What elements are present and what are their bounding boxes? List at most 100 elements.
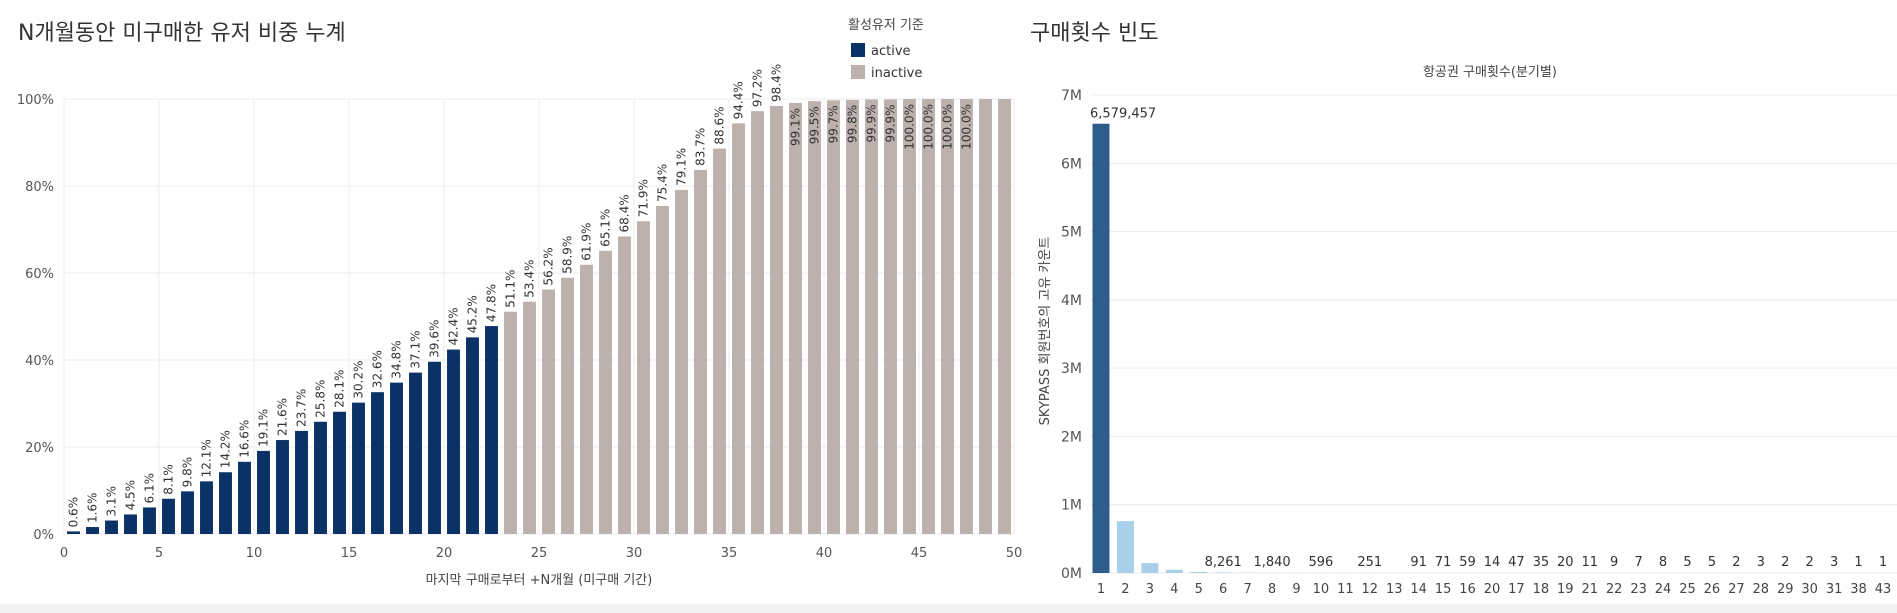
bar-month-20[interactable] xyxy=(428,361,441,534)
right-data-label: 8 xyxy=(1659,555,1667,570)
bar-month-2[interactable] xyxy=(86,527,99,534)
left-x-tick-label: 10 xyxy=(246,546,263,561)
bar-month-49[interactable] xyxy=(979,99,992,534)
data-label-month-4: 4.5% xyxy=(124,480,138,511)
bar-month-25[interactable] xyxy=(523,301,536,534)
right-gridlines xyxy=(1090,94,1897,574)
bar-month-39[interactable] xyxy=(789,102,802,534)
bottom-scroll-strip xyxy=(0,604,1897,613)
bar-month-45[interactable] xyxy=(903,99,916,534)
left-bars xyxy=(67,99,1011,535)
data-label-month-20: 39.6% xyxy=(428,320,442,358)
bar-month-5[interactable] xyxy=(143,507,156,534)
bar-month-17[interactable] xyxy=(371,392,384,534)
left-y-tick-label: 20% xyxy=(25,441,54,456)
right-x-tick-label: 30 xyxy=(1801,582,1818,597)
left-x-tick-label: 5 xyxy=(155,546,163,561)
data-label-month-21: 42.4% xyxy=(447,307,461,345)
bar-month-3[interactable] xyxy=(105,520,118,534)
bar-month-1[interactable] xyxy=(67,531,80,534)
bar-month-33[interactable] xyxy=(675,189,688,535)
bar-month-46[interactable] xyxy=(922,99,935,534)
bar-month-34[interactable] xyxy=(694,169,707,534)
bar-month-4[interactable] xyxy=(124,514,137,534)
bar-month-18[interactable] xyxy=(390,382,403,534)
bar-month-23[interactable] xyxy=(485,326,498,534)
bar-month-9[interactable] xyxy=(219,472,232,534)
bar-month-28[interactable] xyxy=(580,264,593,534)
bar-month-10[interactable] xyxy=(238,461,251,534)
bar-month-37[interactable] xyxy=(751,111,764,535)
bar-month-12[interactable] xyxy=(276,440,289,534)
right-x-tick-label: 2 xyxy=(1121,582,1129,597)
bar-month-24[interactable] xyxy=(504,311,517,534)
bar-month-48[interactable] xyxy=(960,99,973,534)
bar-month-16[interactable] xyxy=(352,402,365,534)
left-y-tick-label: 100% xyxy=(17,93,54,108)
right-x-tick-label: 21 xyxy=(1581,582,1598,597)
bar-month-47[interactable] xyxy=(941,99,954,534)
bar-purchases-6[interactable] xyxy=(1214,572,1232,573)
right-x-tick-label: 31 xyxy=(1826,582,1843,597)
data-label-month-1: 0.6% xyxy=(67,497,81,528)
data-label-month-44: 99.9% xyxy=(884,104,898,142)
right-data-label: 7 xyxy=(1634,555,1642,570)
bar-month-42[interactable] xyxy=(846,99,859,535)
bar-month-26[interactable] xyxy=(542,289,555,534)
data-label-month-38: 98.4% xyxy=(770,64,784,102)
bar-month-41[interactable] xyxy=(827,100,840,535)
left-x-axis-label: 마지막 구매로부터 +N개월 (미구매 기간) xyxy=(426,573,653,588)
bar-month-31[interactable] xyxy=(637,221,650,535)
data-label-month-5: 6.1% xyxy=(143,473,157,504)
bar-month-11[interactable] xyxy=(257,450,270,534)
right-x-tick-label: 23 xyxy=(1630,582,1647,597)
left-x-tick-label: 0 xyxy=(60,546,68,561)
bar-month-8[interactable] xyxy=(200,481,213,534)
bar-month-14[interactable] xyxy=(314,421,327,534)
bar-purchases-4[interactable] xyxy=(1165,569,1183,573)
data-label-month-16: 30.2% xyxy=(352,361,366,399)
bar-month-50[interactable] xyxy=(998,99,1011,534)
bar-month-19[interactable] xyxy=(409,372,422,534)
bar-month-43[interactable] xyxy=(865,99,878,534)
legend-item-active[interactable]: active xyxy=(851,43,911,59)
bar-purchases-5[interactable] xyxy=(1190,571,1208,573)
bar-purchases-1[interactable] xyxy=(1092,123,1110,574)
bar-month-40[interactable] xyxy=(808,101,821,535)
data-label-month-22: 45.2% xyxy=(466,295,480,333)
bar-month-32[interactable] xyxy=(656,206,669,534)
bar-month-27[interactable] xyxy=(561,277,574,534)
bar-month-21[interactable] xyxy=(447,349,460,534)
data-label-month-12: 21.6% xyxy=(276,398,290,436)
data-label-month-26: 56.2% xyxy=(542,247,556,285)
right-x-tick-label: 14 xyxy=(1410,582,1427,597)
data-label-month-32: 75.4% xyxy=(656,164,670,202)
bar-month-6[interactable] xyxy=(162,498,175,534)
bar-month-44[interactable] xyxy=(884,99,897,534)
legend-label-active: active xyxy=(871,44,911,59)
bar-purchases-3[interactable] xyxy=(1141,563,1159,573)
bar-purchases-2[interactable] xyxy=(1116,521,1134,573)
legend-item-inactive[interactable]: inactive xyxy=(851,65,922,81)
data-label-month-36: 94.4% xyxy=(732,81,746,119)
bar-month-7[interactable] xyxy=(181,491,194,534)
data-label-month-10: 16.6% xyxy=(238,420,252,458)
purchase-frequency-chart: 구매횟수 빈도 항공권 구매횟수(분기별) SKYPASS 회원번호의 고유 카… xyxy=(1030,21,1897,597)
right-data-label: 5 xyxy=(1683,555,1691,570)
bar-month-36[interactable] xyxy=(732,123,745,535)
bar-month-22[interactable] xyxy=(466,337,479,534)
data-label-month-48: 100.0% xyxy=(960,104,974,150)
right-chart-subtitle: 항공권 구매횟수(분기별) xyxy=(1423,65,1557,80)
bar-month-29[interactable] xyxy=(599,250,612,534)
right-bars xyxy=(1092,123,1892,574)
data-label-month-24: 51.1% xyxy=(504,270,518,308)
bar-month-38[interactable] xyxy=(770,105,783,535)
bar-month-30[interactable] xyxy=(618,236,631,534)
left-x-tick-label: 50 xyxy=(1006,546,1023,561)
right-data-label: 1 xyxy=(1854,555,1862,570)
right-x-tick-label: 10 xyxy=(1313,582,1330,597)
bar-month-15[interactable] xyxy=(333,411,346,534)
bar-month-13[interactable] xyxy=(295,430,308,534)
bar-month-35[interactable] xyxy=(713,148,726,534)
data-label-month-37: 97.2% xyxy=(751,69,765,107)
